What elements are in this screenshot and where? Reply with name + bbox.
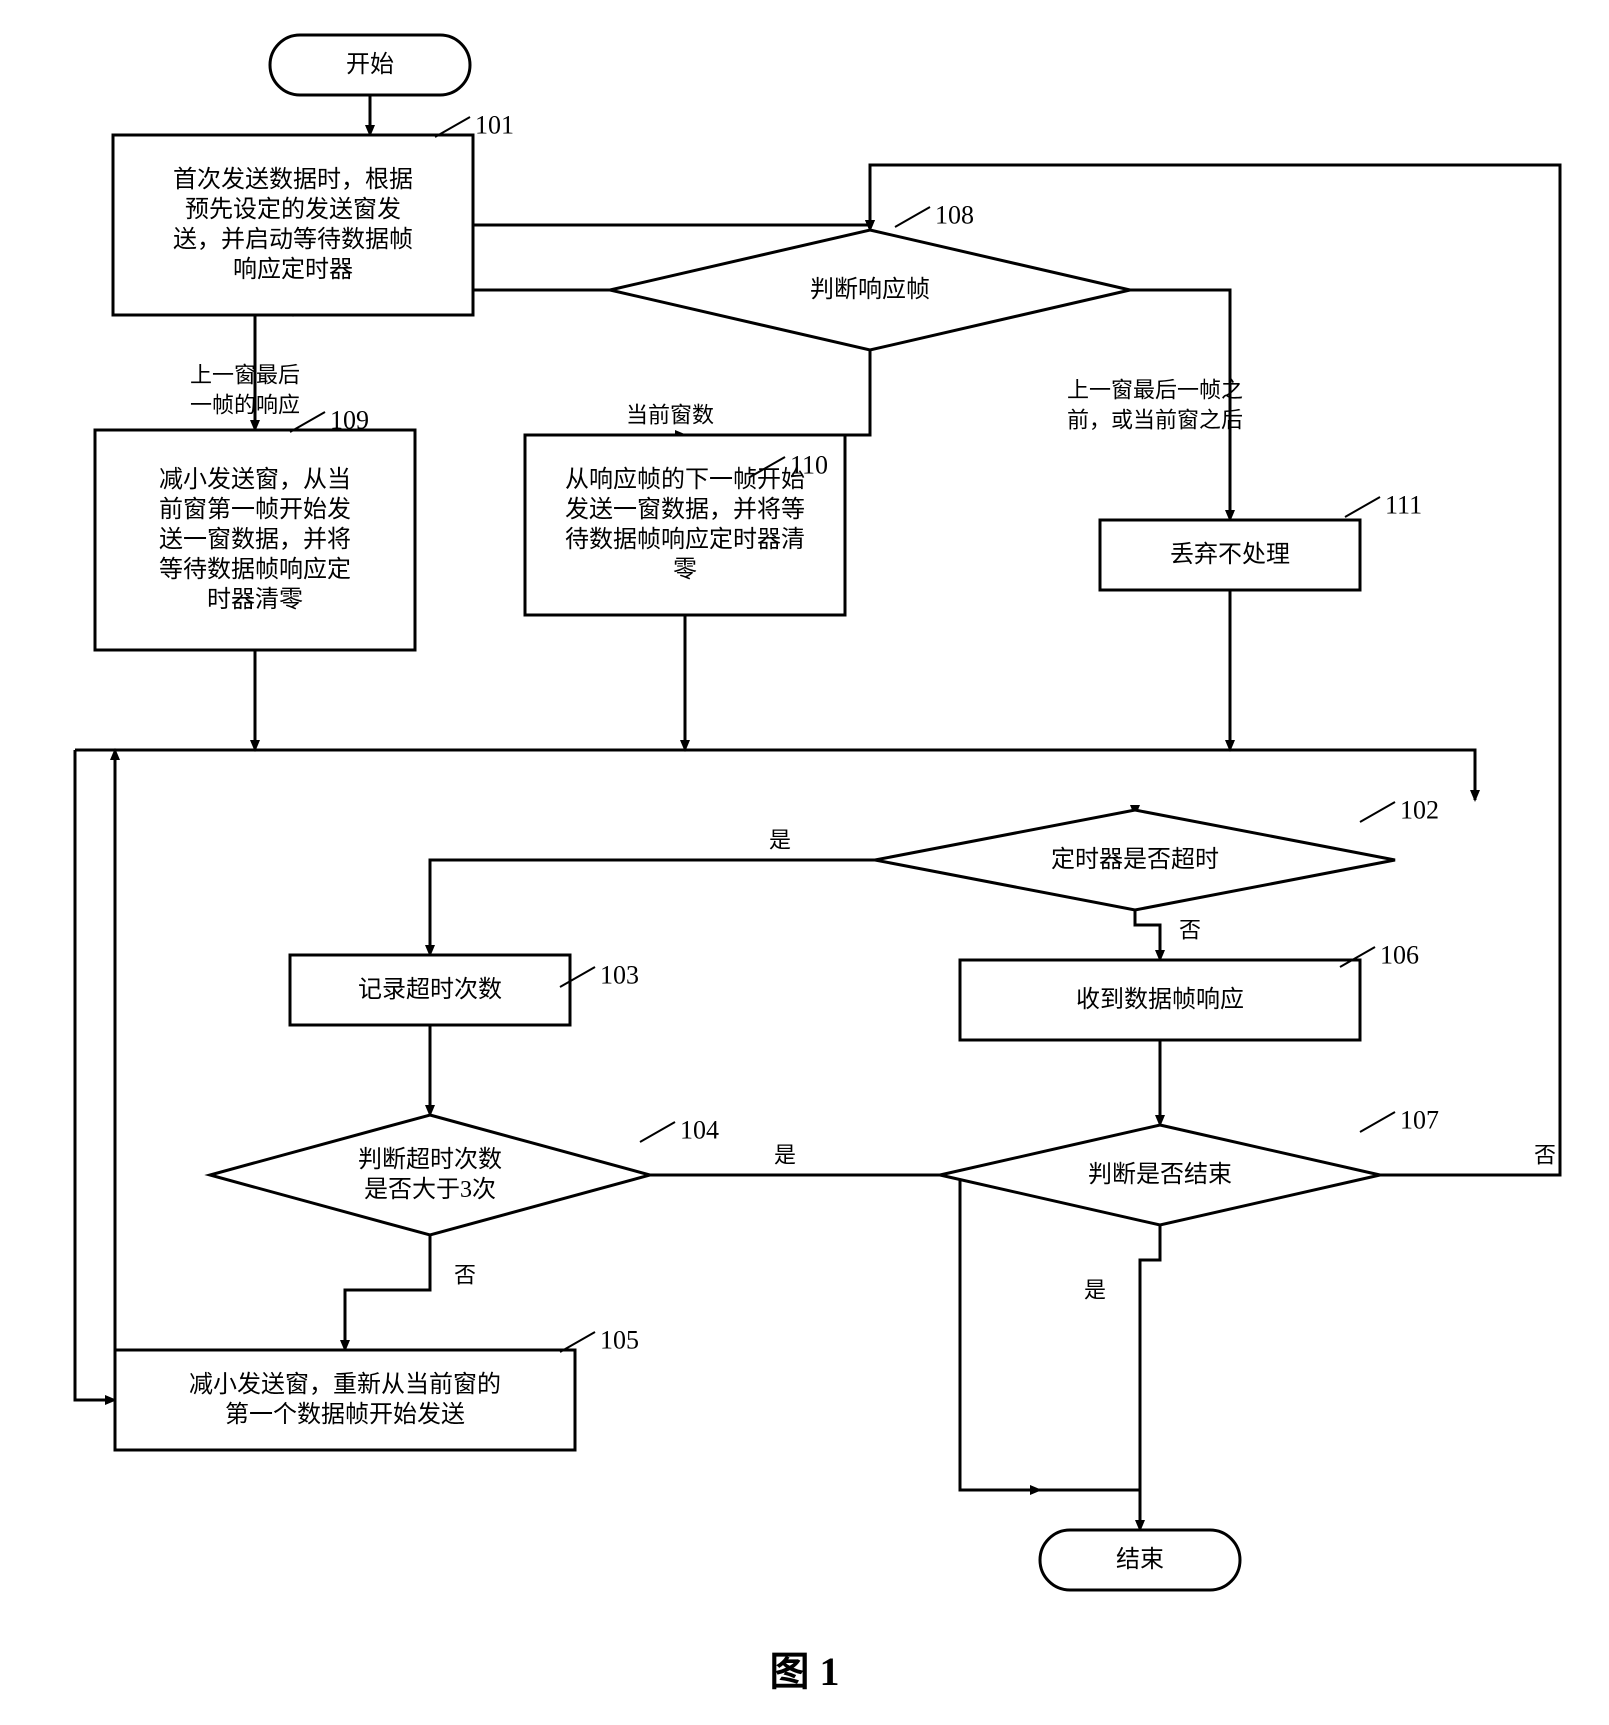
svg-text:104: 104 (680, 1116, 719, 1145)
svg-text:103: 103 (600, 961, 639, 990)
svg-text:前，或当前窗之后: 前，或当前窗之后 (1067, 408, 1243, 433)
node-d104 (210, 1115, 650, 1235)
node-n105 (115, 1350, 575, 1450)
svg-text:结束: 结束 (1116, 1546, 1164, 1573)
svg-text:是: 是 (1084, 1278, 1106, 1303)
svg-text:预先设定的发送窗发: 预先设定的发送窗发 (185, 196, 401, 223)
svg-text:开始: 开始 (346, 51, 394, 78)
svg-text:发送一窗数据，并将等: 发送一窗数据，并将等 (565, 496, 805, 523)
svg-text:送一窗数据，并将: 送一窗数据，并将 (159, 526, 351, 553)
svg-text:定时器是否超时: 定时器是否超时 (1051, 846, 1219, 873)
svg-text:丢弃不处理: 丢弃不处理 (1170, 541, 1290, 568)
node-n101 (113, 135, 473, 315)
svg-text:记录超时次数: 记录超时次数 (358, 976, 502, 1003)
svg-text:上一窗最后一帧之: 上一窗最后一帧之 (1067, 378, 1243, 403)
svg-text:判断响应帧: 判断响应帧 (810, 276, 930, 303)
svg-text:一帧的响应: 一帧的响应 (190, 393, 300, 418)
svg-text:零: 零 (673, 557, 697, 583)
svg-text:110: 110 (790, 451, 828, 480)
svg-text:当前窗数: 当前窗数 (626, 403, 714, 428)
svg-text:响应定时器: 响应定时器 (233, 256, 353, 283)
svg-text:首次发送数据时，根据: 首次发送数据时，根据 (173, 166, 413, 193)
svg-text:109: 109 (330, 406, 369, 435)
svg-text:上一窗最后: 上一窗最后 (190, 363, 300, 388)
svg-text:时器清零: 时器清零 (207, 586, 303, 613)
svg-text:106: 106 (1380, 941, 1419, 970)
svg-text:待数据帧响应定时器清: 待数据帧响应定时器清 (565, 526, 805, 553)
svg-text:101: 101 (475, 111, 514, 140)
svg-text:第一个数据帧开始发送: 第一个数据帧开始发送 (225, 1401, 465, 1428)
svg-text:收到数据帧响应: 收到数据帧响应 (1076, 986, 1244, 1013)
svg-text:减小发送窗，从当: 减小发送窗，从当 (159, 466, 351, 493)
svg-text:是: 是 (769, 828, 791, 853)
svg-text:108: 108 (935, 201, 974, 230)
svg-text:前窗第一帧开始发: 前窗第一帧开始发 (159, 496, 351, 523)
svg-text:判断是否结束: 判断是否结束 (1088, 1161, 1232, 1188)
svg-text:是: 是 (774, 1143, 796, 1168)
svg-text:否: 否 (454, 1263, 476, 1288)
svg-text:105: 105 (600, 1326, 639, 1355)
svg-text:否: 否 (1179, 918, 1201, 943)
svg-text:减小发送窗，重新从当前窗的: 减小发送窗，重新从当前窗的 (189, 1371, 501, 1398)
svg-text:判断超时次数: 判断超时次数 (358, 1146, 502, 1173)
svg-text:是否大于3次: 是否大于3次 (364, 1176, 496, 1203)
svg-text:等待数据帧响应定: 等待数据帧响应定 (159, 556, 351, 583)
svg-text:否: 否 (1534, 1143, 1556, 1168)
svg-text:102: 102 (1400, 796, 1439, 825)
figure-caption: 图 1 (770, 1649, 840, 1694)
svg-text:从响应帧的下一帧开始: 从响应帧的下一帧开始 (565, 466, 805, 493)
svg-text:107: 107 (1400, 1106, 1439, 1135)
svg-text:111: 111 (1385, 491, 1422, 520)
svg-text:送，并启动等待数据帧: 送，并启动等待数据帧 (173, 226, 413, 253)
